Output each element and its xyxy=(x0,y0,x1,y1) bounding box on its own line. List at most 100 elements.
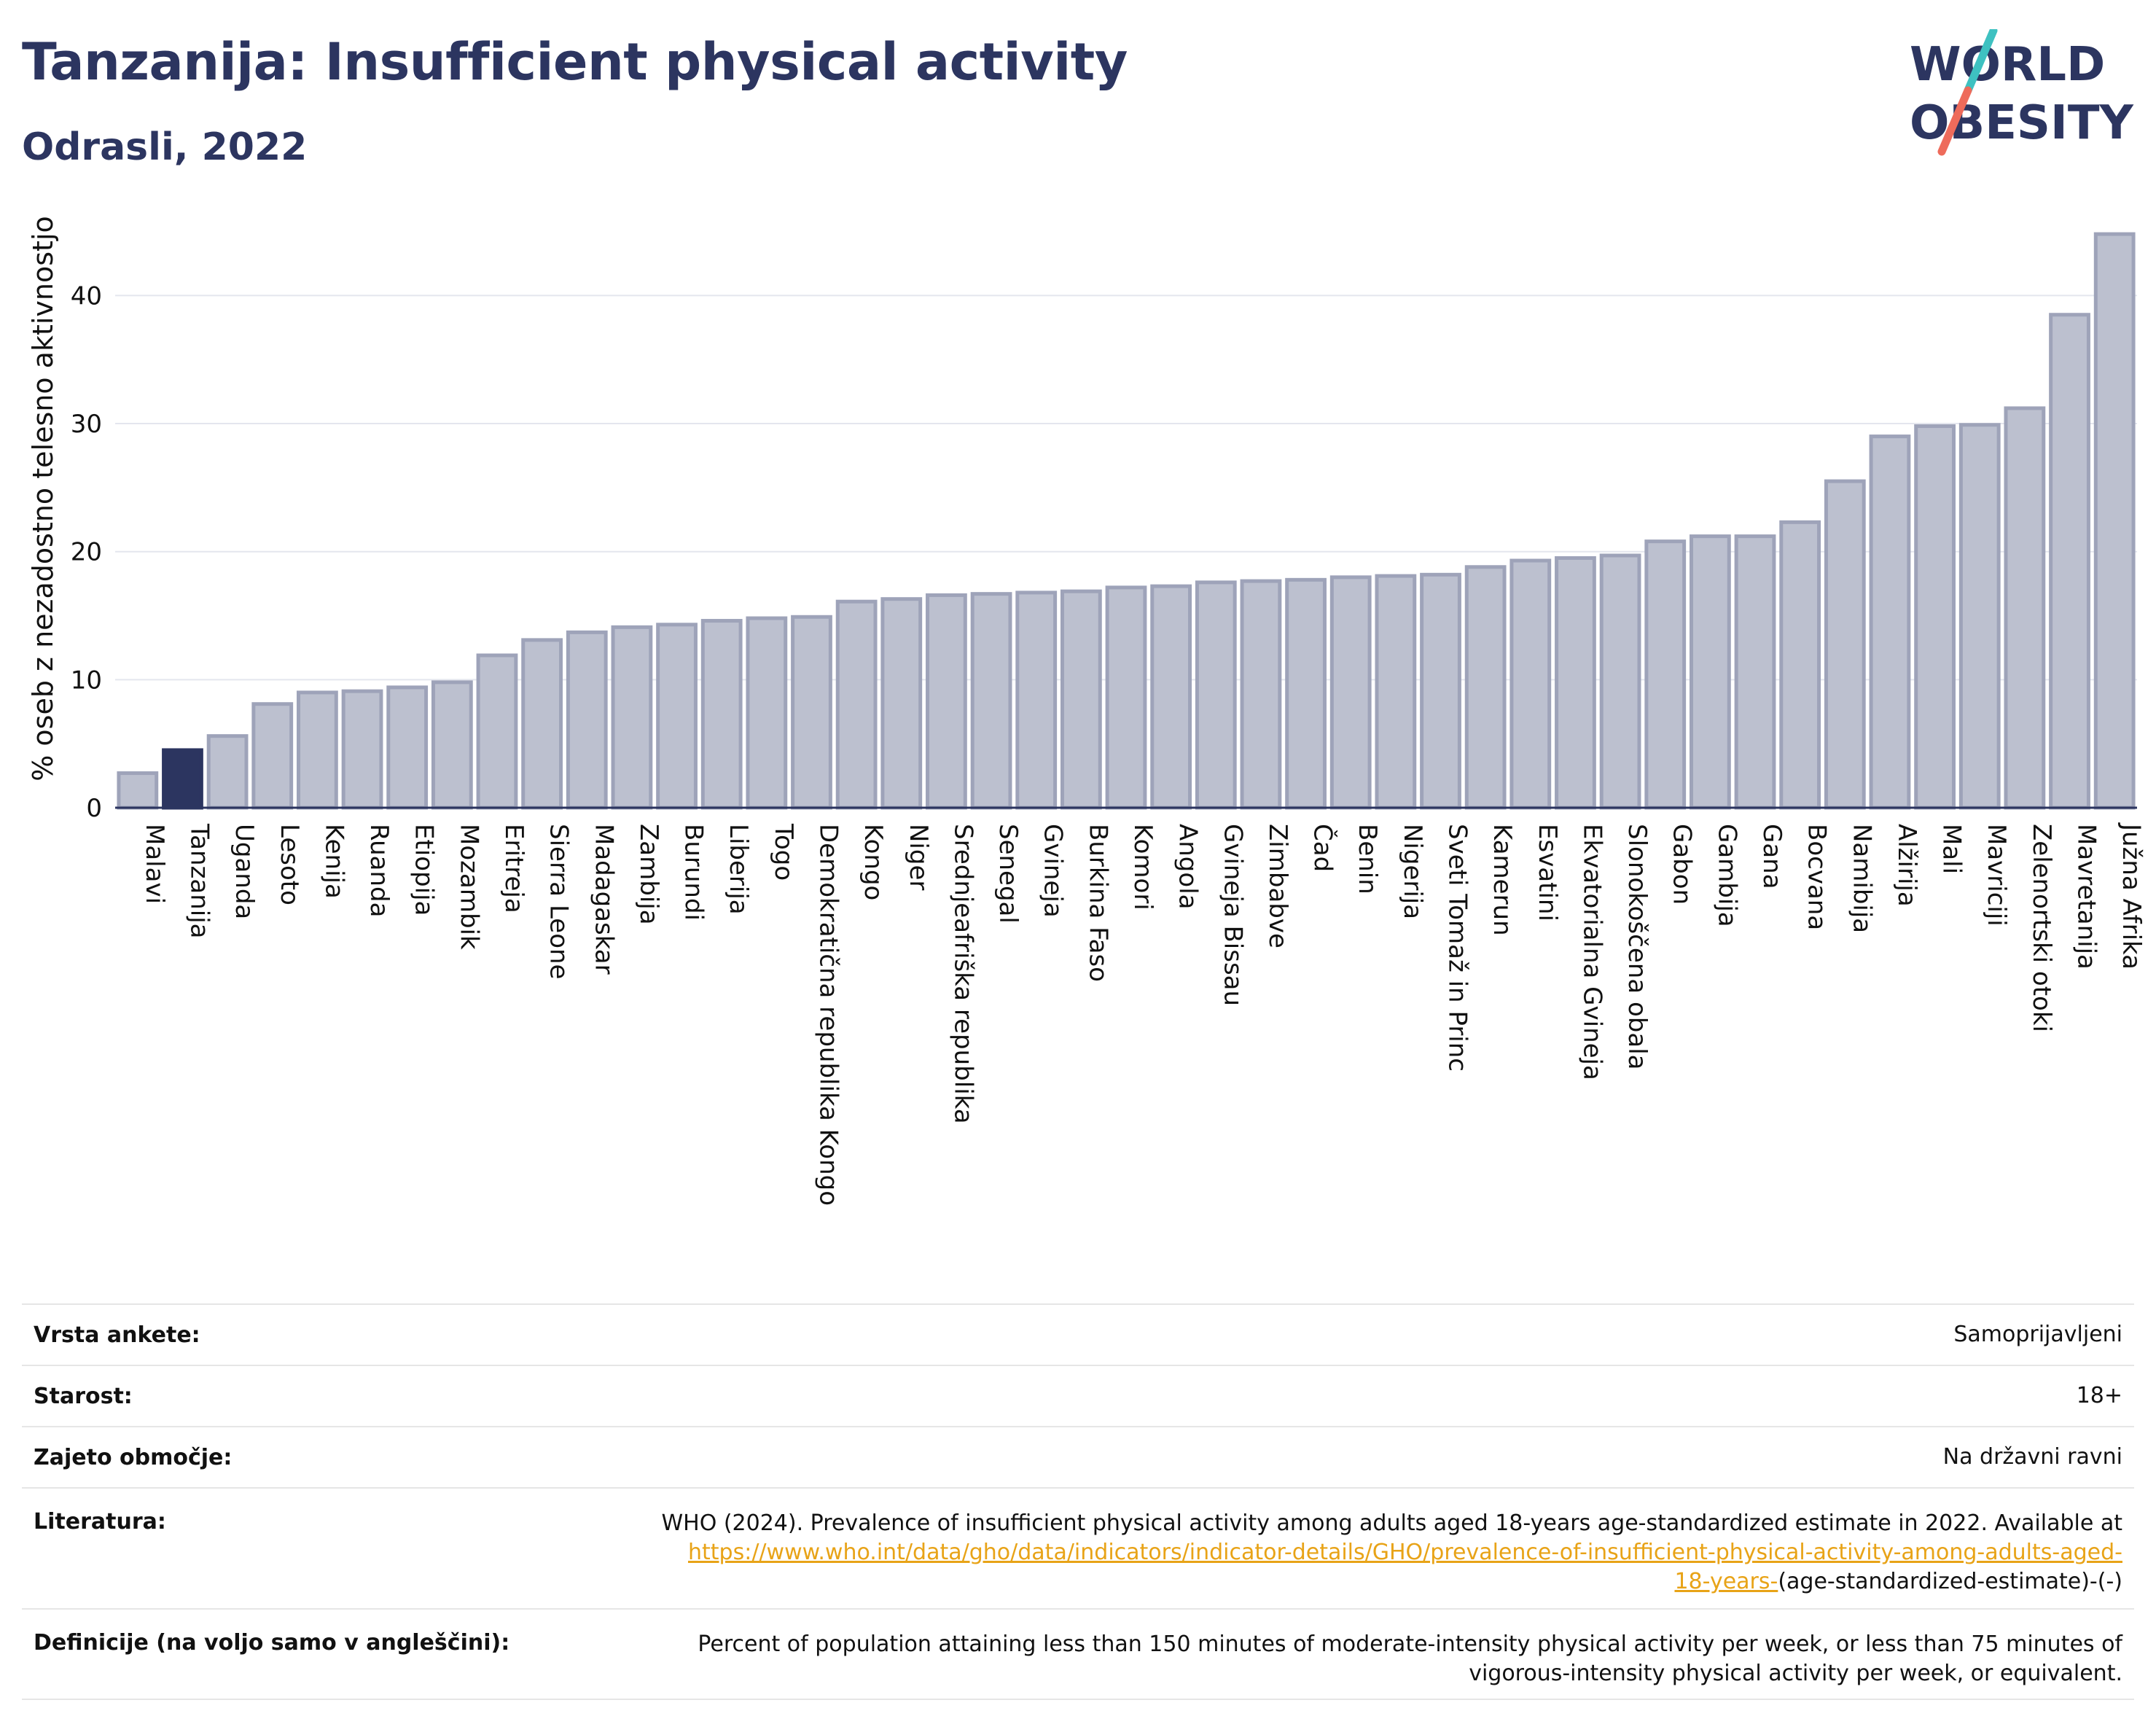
bar xyxy=(656,623,698,810)
x-tick-label: Mali xyxy=(1937,824,1966,874)
info-value: Samoprijavljeni xyxy=(1953,1322,2122,1347)
bar xyxy=(700,619,743,810)
literature-link[interactable]: https://www.who.int/data/gho/data/indica… xyxy=(688,1540,2122,1594)
x-tick-label: Madagaskar xyxy=(589,824,618,975)
info-value: 18+ xyxy=(2076,1383,2122,1408)
bar xyxy=(1195,580,1237,810)
bar xyxy=(970,592,1012,810)
page-title: Tanzanija: Insufficient physical activit… xyxy=(22,32,1128,92)
x-tick-label: Burundi xyxy=(679,824,708,921)
info-value: Na državni ravni xyxy=(1942,1444,2122,1470)
bar xyxy=(341,689,383,810)
x-tick-label: Liberija xyxy=(724,824,753,915)
x-tick-label: Sierra Leone xyxy=(544,824,574,979)
bar xyxy=(1599,553,1641,810)
info-row-survey: Vrsta ankete: Samoprijavljeni xyxy=(22,1303,2134,1365)
bar xyxy=(162,748,203,810)
bar xyxy=(431,680,473,810)
bar xyxy=(386,685,429,810)
info-label: Definicije (na voljo samo v angleščini): xyxy=(34,1630,510,1656)
literature-link-line1: https://www.who.int/data/gho/data/indica… xyxy=(688,1540,2122,1565)
bar xyxy=(1420,572,1461,810)
logo-slash-teal xyxy=(1964,29,1998,95)
bar xyxy=(206,734,249,810)
bar xyxy=(1240,579,1282,810)
bar xyxy=(117,771,159,810)
x-tick-label: Slonokoščena obala xyxy=(1622,824,1652,1069)
bar xyxy=(2093,232,2136,810)
x-tick-label: Mavriciji xyxy=(1982,824,2011,927)
x-tick-label: Srednjeafriška republika xyxy=(948,824,977,1124)
world-obesity-logo: WORLD OBESITY xyxy=(1910,29,2133,156)
bar-chart: 0 10 20 30 40 % oseb z nezadostno telesno akt… xyxy=(27,216,2146,1206)
x-tick-label: Alžirija xyxy=(1892,824,1921,907)
bar xyxy=(566,630,608,810)
x-tick-label: Gvineja Bissau xyxy=(1218,824,1247,1006)
bar xyxy=(1150,584,1192,810)
info-row-literature: Literatura: WHO (2024). Prevalence of in… xyxy=(22,1487,2134,1608)
page-subtitle: Odrasli, 2022 xyxy=(22,125,308,169)
x-tick-label: Etiopija xyxy=(410,824,439,916)
literature-text: WHO (2024). Prevalence of insufficient p… xyxy=(661,1509,2134,1596)
info-table: Vrsta ankete: Samoprijavljeni Starost: 1… xyxy=(22,1303,2134,1700)
x-tick-label: Togo xyxy=(769,823,798,881)
y-axis-label: % oseb z nezadostno telesno aktivnostjo xyxy=(27,216,59,781)
x-tick-label: Bocvana xyxy=(1802,824,1832,930)
x-tick-label: Zambija xyxy=(634,824,663,925)
bar xyxy=(1060,589,1102,810)
x-tick-label: Benin xyxy=(1353,824,1382,894)
x-tick-label: Malavi xyxy=(140,824,169,904)
x-tick-label: Tanzanija xyxy=(184,823,214,938)
x-tick-label: Senegal xyxy=(993,824,1023,924)
bar xyxy=(1555,555,1596,810)
x-tick-label: Ekvatorialna Gvineja xyxy=(1577,824,1606,1080)
info-label: Literatura: xyxy=(34,1509,166,1535)
x-tick-label: Sveti Tomaž in Princ xyxy=(1443,824,1472,1072)
x-tick-label: Eritreja xyxy=(499,824,528,913)
x-tick-label: Ruanda xyxy=(364,824,394,917)
bar xyxy=(2004,406,2046,810)
x-tick-label: Zelenortski otoki xyxy=(2027,824,2056,1032)
bar xyxy=(1734,534,1776,810)
bar xyxy=(1689,534,1731,810)
literature-link-line2: 18-years- xyxy=(1674,1569,1778,1594)
definition-text: Percent of population attaining less tha… xyxy=(698,1631,2122,1686)
literature-citation: WHO (2024). Prevalence of insufficient p… xyxy=(661,1510,2122,1536)
bar xyxy=(1015,590,1058,810)
y-tick-label: 30 xyxy=(71,410,102,439)
info-row-definition: Definicije (na voljo samo v angleščini):… xyxy=(22,1608,2134,1700)
bar xyxy=(835,599,878,810)
x-tick-label: Mozambik xyxy=(454,824,483,950)
x-tick-label: Čad xyxy=(1308,824,1338,872)
bar xyxy=(746,616,788,810)
bar xyxy=(1464,565,1507,810)
bar xyxy=(2049,313,2090,810)
x-tick-label: Burkina Faso xyxy=(1083,824,1112,982)
y-tick-label: 10 xyxy=(71,666,102,695)
bar xyxy=(1105,585,1147,810)
y-tick-label: 0 xyxy=(86,794,102,823)
bar xyxy=(1509,558,1552,810)
x-tick-label: Gambija xyxy=(1712,824,1741,927)
x-tick-label: Nigerija xyxy=(1398,824,1427,919)
x-tick-label: Mavretanija xyxy=(2072,824,2101,970)
x-tick-label: Zimbabve xyxy=(1263,824,1292,948)
bar xyxy=(1824,479,1866,810)
bar xyxy=(1329,575,1372,810)
x-tick-label: Esvatini xyxy=(1533,824,1562,921)
logo-line1: WORLD xyxy=(1910,38,2105,92)
bar xyxy=(1644,539,1687,810)
info-row-coverage: Zajeto območje: Na državni ravni xyxy=(22,1426,2134,1487)
bar xyxy=(521,638,563,810)
bar xyxy=(297,690,338,810)
bar xyxy=(1779,520,1821,810)
x-tick-label: Namibija xyxy=(1847,824,1876,933)
y-tick-label: 40 xyxy=(71,281,102,311)
x-tick-label: Niger xyxy=(904,824,933,890)
bar xyxy=(251,702,294,810)
x-tick-label: Kongo xyxy=(859,824,888,900)
x-tick-label: Komori xyxy=(1128,824,1157,911)
info-label: Vrsta ankete: xyxy=(34,1322,200,1348)
x-tick-label: Gana xyxy=(1757,824,1786,889)
x-tick-label: Kenija xyxy=(319,824,348,899)
